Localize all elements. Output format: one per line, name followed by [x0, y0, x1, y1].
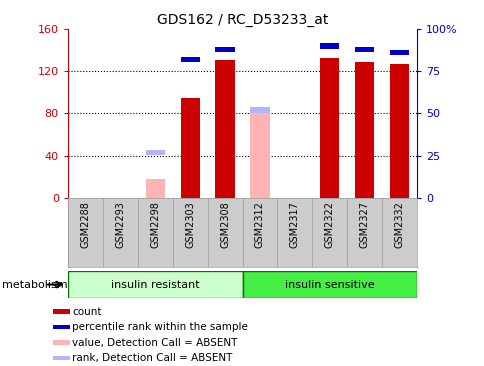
Bar: [250, 108, 269, 198]
Text: count: count: [72, 307, 101, 317]
Bar: [354, 62, 374, 198]
Text: insulin resistant: insulin resistant: [111, 280, 199, 290]
Bar: [215, 47, 234, 52]
Bar: [180, 98, 199, 198]
Text: GSM2322: GSM2322: [324, 201, 334, 248]
Text: percentile rank within the sample: percentile rank within the sample: [72, 322, 247, 332]
Text: GSM2332: GSM2332: [394, 201, 404, 248]
Bar: [242, 271, 416, 298]
Bar: [68, 271, 242, 298]
Bar: [145, 150, 165, 155]
Text: GSM2303: GSM2303: [185, 201, 195, 248]
Bar: [53, 356, 70, 361]
Bar: [145, 179, 165, 198]
Bar: [180, 57, 199, 62]
Text: GSM2288: GSM2288: [80, 201, 90, 248]
Text: value, Detection Call = ABSENT: value, Detection Call = ABSENT: [72, 338, 237, 348]
Text: GSM2317: GSM2317: [289, 201, 299, 248]
Bar: [250, 108, 269, 113]
Text: insulin sensitive: insulin sensitive: [285, 280, 374, 290]
Bar: [215, 60, 234, 198]
Text: GSM2327: GSM2327: [359, 201, 369, 248]
Bar: [354, 47, 374, 52]
Text: GSM2308: GSM2308: [220, 201, 229, 248]
Bar: [319, 58, 339, 198]
Bar: [53, 325, 70, 329]
Bar: [389, 50, 408, 56]
Text: metabolism: metabolism: [2, 280, 68, 290]
Bar: [53, 340, 70, 345]
Bar: [389, 64, 408, 198]
Bar: [319, 44, 339, 49]
Text: rank, Detection Call = ABSENT: rank, Detection Call = ABSENT: [72, 353, 232, 363]
Text: GSM2293: GSM2293: [115, 201, 125, 248]
Text: GSM2298: GSM2298: [150, 201, 160, 248]
Text: GSM2312: GSM2312: [255, 201, 264, 248]
Title: GDS162 / RC_D53233_at: GDS162 / RC_D53233_at: [156, 13, 328, 27]
Bar: [53, 309, 70, 314]
